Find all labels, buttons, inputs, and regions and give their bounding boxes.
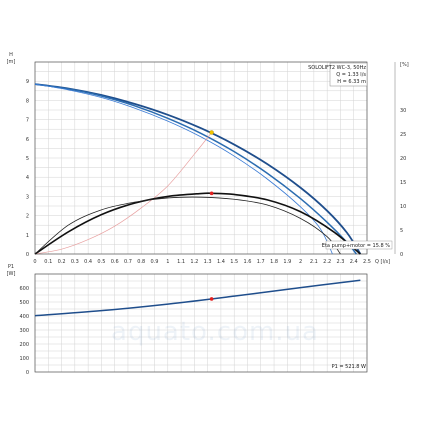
x-tick-label: 1 bbox=[166, 259, 169, 265]
y2-tick-label: 0 bbox=[400, 252, 403, 258]
eta-box bbox=[325, 240, 393, 250]
x-tick-label: 0.6 bbox=[111, 259, 119, 265]
x-tick-label: 1.9 bbox=[283, 259, 291, 265]
x-tick-label: 0.2 bbox=[58, 259, 66, 265]
power-y-tick-label: 200 bbox=[19, 342, 29, 348]
y-tick-label: 2 bbox=[26, 214, 29, 220]
x-tick-label: 2.1 bbox=[310, 259, 318, 265]
x-axis-label: Q [l/s] bbox=[375, 259, 390, 265]
power-y-tick-label: 400 bbox=[19, 314, 29, 320]
y-axis-unit: [m] bbox=[7, 59, 16, 65]
x-tick-label: 1.5 bbox=[230, 259, 238, 265]
y2-tick-label: 25 bbox=[400, 132, 406, 138]
x-tick-label: 0.4 bbox=[84, 259, 92, 265]
y2-axis-unit: [%] bbox=[400, 62, 409, 68]
duty-flow-label: Q = 1.33 l/s bbox=[336, 72, 366, 78]
x-tick-label: 1.6 bbox=[244, 259, 252, 265]
x-tick-label: 0.1 bbox=[44, 259, 52, 265]
info-box bbox=[329, 62, 368, 87]
x-tick-label: 0.8 bbox=[137, 259, 145, 265]
x-tick-label: 1.7 bbox=[257, 259, 265, 265]
power-y-tick-label: 500 bbox=[19, 300, 29, 306]
y-axis-label: H bbox=[9, 52, 13, 58]
x-tick-label: 2.5 bbox=[363, 259, 371, 265]
power-y-tick-label: 300 bbox=[19, 328, 29, 334]
plot-frame-power bbox=[34, 273, 368, 373]
y-tick-label: 6 bbox=[26, 137, 29, 143]
x-tick-label: 2 bbox=[299, 259, 302, 265]
duty-head-label: H = 6.33 m bbox=[337, 79, 366, 85]
x-tick-label: 1.1 bbox=[177, 259, 185, 265]
x-tick-label: 0.5 bbox=[97, 259, 105, 265]
x-tick-label: 0.7 bbox=[124, 259, 132, 265]
series-head-max bbox=[34, 83, 362, 255]
chart-title: SOLOLIFT2 WC-3, 50Hz bbox=[308, 65, 366, 71]
power-y-axis-unit: [W] bbox=[7, 271, 16, 277]
x-tick-label: 1.2 bbox=[190, 259, 198, 265]
series-power bbox=[34, 279, 361, 317]
y-tick-label: 7 bbox=[26, 118, 29, 124]
x-tick-label: 2.4 bbox=[350, 259, 358, 265]
series-efficiency-max bbox=[34, 192, 361, 255]
y-tick-label: 0 bbox=[26, 252, 29, 258]
y2-tick-label: 30 bbox=[400, 108, 406, 114]
y2-tick-label: 20 bbox=[400, 156, 406, 162]
series-efficiency-alt bbox=[34, 196, 341, 255]
efficiency-duty-marker bbox=[209, 191, 214, 196]
y2-tick-label: 5 bbox=[400, 228, 403, 234]
y-tick-label: 5 bbox=[26, 156, 29, 162]
y-tick-label: 1 bbox=[26, 233, 29, 239]
power-y-tick-label: 0 bbox=[26, 370, 29, 376]
power-y-tick-label: 600 bbox=[19, 286, 29, 292]
plot-frame-head bbox=[34, 61, 368, 255]
x-tick-label: 1.4 bbox=[217, 259, 225, 265]
y-tick-label: 9 bbox=[26, 79, 29, 85]
x-tick-label: 0 bbox=[33, 259, 36, 265]
y-tick-label: 8 bbox=[26, 98, 29, 104]
x-tick-label: 0.3 bbox=[71, 259, 79, 265]
x-tick-label: 1.8 bbox=[270, 259, 278, 265]
x-tick-label: 2.2 bbox=[323, 259, 331, 265]
series-system-curve bbox=[34, 132, 212, 255]
y-tick-label: 3 bbox=[26, 194, 29, 200]
watermark: aquato.com.ua bbox=[111, 317, 319, 347]
power-y-tick-label: 100 bbox=[19, 356, 29, 362]
power-y-axis-label: P1 bbox=[8, 264, 14, 270]
y-tick-label: 4 bbox=[26, 175, 29, 181]
duty-point-marker bbox=[209, 130, 214, 135]
power-label: P1 = 521.8 W bbox=[332, 364, 366, 370]
series-head-impeller bbox=[34, 83, 333, 255]
power-duty-marker bbox=[209, 297, 214, 301]
y2-tick-label: 10 bbox=[400, 204, 406, 210]
x-tick-label: 0.9 bbox=[151, 259, 159, 265]
eta-label: Eta pump+motor = 15.8 % bbox=[322, 243, 390, 249]
y2-tick-label: 15 bbox=[400, 180, 406, 186]
x-tick-label: 1.3 bbox=[204, 259, 212, 265]
series-head-system bbox=[34, 83, 357, 255]
x-tick-label: 2.3 bbox=[336, 259, 344, 265]
